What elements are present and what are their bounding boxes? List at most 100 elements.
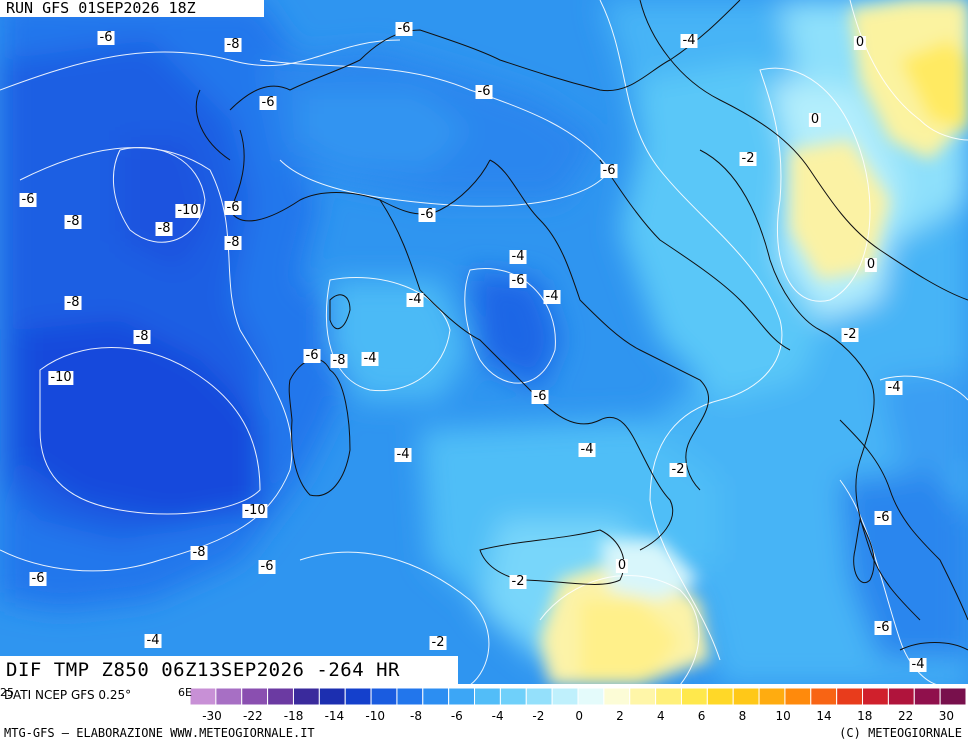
- contour-label: -6: [509, 273, 527, 288]
- contour-label: -6: [29, 571, 47, 586]
- contour-label: -6: [531, 389, 549, 404]
- colorbar-swatch: [758, 687, 786, 706]
- colorbar-swatch: [499, 687, 527, 706]
- contour-label: -4: [144, 633, 162, 648]
- contour-label: -8: [155, 221, 173, 236]
- colorbar-tick-label: 2: [616, 709, 624, 723]
- colorbar-swatch: [396, 687, 424, 706]
- contour-label: -6: [418, 207, 436, 222]
- contour-label: -6: [19, 192, 37, 207]
- contour-label: -4: [394, 447, 412, 462]
- colorbar-tick-label: -2: [532, 709, 544, 723]
- colorbar-swatch: [525, 687, 553, 706]
- colorbar-swatch: [474, 687, 501, 706]
- contour-label: -4: [578, 442, 596, 457]
- colorbar-tick-label: -18: [284, 709, 304, 723]
- colorbar-swatch: [887, 687, 915, 706]
- contour-label: -8: [133, 329, 151, 344]
- colorbar-swatch: [267, 687, 294, 706]
- contour-label: 0: [808, 112, 822, 127]
- contour-label: -8: [224, 235, 242, 250]
- colorbar-swatch: [189, 687, 217, 706]
- field-title: DIF TMP Z850 06Z13SEP2026 -264 HR: [0, 656, 458, 684]
- colorbar-swatch: [706, 687, 734, 706]
- colorbar-tick-label: 0: [575, 709, 583, 723]
- contour-label: -10: [242, 503, 268, 518]
- colorbar-swatch: [862, 687, 889, 706]
- colorbar-swatch: [241, 687, 269, 706]
- edge-label-left: 25: [0, 686, 14, 699]
- colorbar-tick-label: 14: [816, 709, 831, 723]
- contour-label: 0: [864, 257, 878, 272]
- contour-label: -6: [475, 84, 493, 99]
- colorbar-swatch: [422, 687, 450, 706]
- contour-label: -8: [190, 545, 208, 560]
- colorbar-tick-label: -10: [365, 709, 385, 723]
- run-title: RUN GFS 01SEP2026 18Z: [0, 0, 264, 17]
- contour-label: -6: [258, 559, 276, 574]
- contour-label: -6: [874, 510, 892, 525]
- contour-label: -4: [885, 380, 903, 395]
- colorbar-swatch: [318, 687, 346, 706]
- colorbar-swatch: [836, 687, 864, 706]
- colorbar-swatch: [603, 687, 631, 706]
- colorbar-tick-label: 30: [939, 709, 954, 723]
- contour-label: -2: [841, 327, 859, 342]
- contour-label: -4: [909, 657, 927, 672]
- colorbar-swatch: [629, 687, 657, 706]
- temperature-anomaly-map: [0, 0, 968, 685]
- colorbar-tick-label: -8: [410, 709, 422, 723]
- colorbar-tick-label: -6: [451, 709, 463, 723]
- contour-label: 0: [853, 35, 867, 50]
- contour-label: -2: [739, 151, 757, 166]
- colorbar-tick-label: 10: [776, 709, 791, 723]
- contour-label: -6: [600, 163, 618, 178]
- contour-label: -4: [406, 292, 424, 307]
- contour-label: -2: [669, 462, 687, 477]
- contour-label: -8: [64, 295, 82, 310]
- colorbar-swatch: [448, 687, 476, 706]
- contour-label: -6: [874, 620, 892, 635]
- contour-label: -4: [680, 33, 698, 48]
- contour-label: -6: [395, 21, 413, 36]
- colorbar-tick-label: -30: [202, 709, 222, 723]
- colorbar: -30 -22 -18 -14 -10 -8 -6 -4 -2 0 2 4 6 8 10 14 18 22 30: [189, 687, 967, 723]
- colorbar-tick-label: -14: [325, 709, 345, 723]
- colorbar-legend: -30 -22 -18 -14 -10 -8 -6 -4 -2 0 2 4 6 8 10 14 18 22 30: [0, 684, 968, 745]
- data-source-label: DATI NCEP GFS 0.25°: [4, 688, 132, 702]
- colorbar-tick-label: 22: [898, 709, 913, 723]
- colorbar-swatch: [370, 687, 398, 706]
- colorbar-swatch: [215, 687, 243, 706]
- contour-label: -6: [97, 30, 115, 45]
- contour-label: -10: [175, 203, 201, 218]
- colorbar-swatch: [913, 687, 941, 706]
- contour-label: -8: [330, 353, 348, 368]
- colorbar-tick-label: 18: [857, 709, 872, 723]
- contour-label: -4: [509, 249, 527, 264]
- colorbar-swatch: [810, 687, 838, 706]
- contour-label: -4: [361, 351, 379, 366]
- footer-copyright: (C) METEOGIORNALE: [839, 726, 962, 740]
- contour-label: -2: [509, 574, 527, 589]
- contour-label: 0: [615, 558, 629, 573]
- colorbar-tick-label: 6: [698, 709, 706, 723]
- edge-label-right: 6E: [178, 686, 192, 699]
- footer-credit: MTG-GFS — ELABORAZIONE WWW.METEOGIORNALE…: [4, 726, 315, 740]
- contour-label: -4: [543, 289, 561, 304]
- contour-label: -2: [429, 635, 447, 650]
- contour-label: -6: [303, 348, 321, 363]
- colorbar-swatch: [939, 687, 967, 706]
- colorbar-swatch: [551, 687, 579, 706]
- contour-label: -8: [64, 214, 82, 229]
- contour-label: -6: [224, 200, 242, 215]
- contour-label: -10: [48, 370, 74, 385]
- colorbar-swatch: [344, 687, 372, 706]
- colorbar-tick-label: 4: [657, 709, 665, 723]
- colorbar-swatch: [292, 687, 320, 706]
- colorbar-tick-label: -22: [243, 709, 263, 723]
- colorbar-swatch: [680, 687, 708, 706]
- contour-label: -6: [259, 95, 277, 110]
- colorbar-swatch: [577, 687, 605, 706]
- colorbar-tick-label: 8: [739, 709, 747, 723]
- colorbar-swatch: [655, 687, 682, 706]
